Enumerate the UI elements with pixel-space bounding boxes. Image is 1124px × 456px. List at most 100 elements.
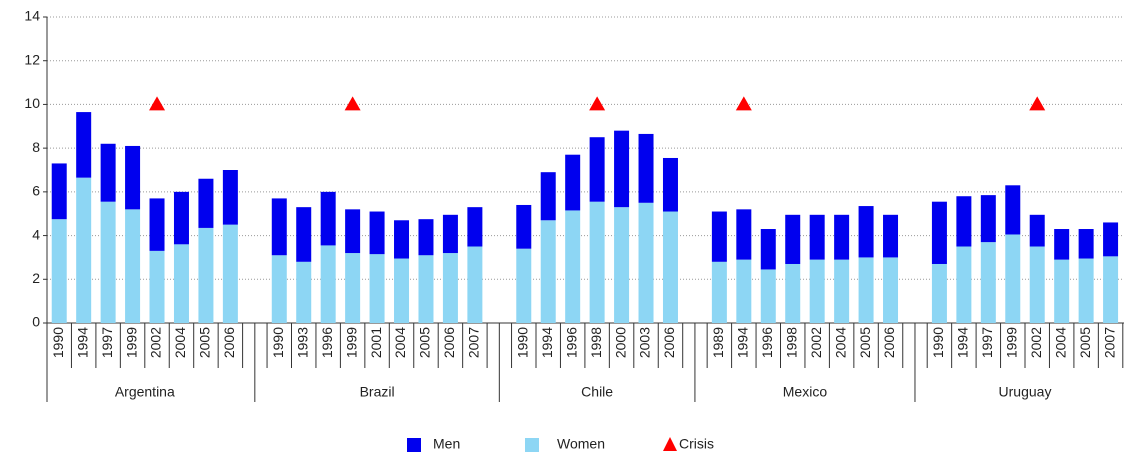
bar-segment xyxy=(565,210,581,323)
x-tick-label: 2004 xyxy=(392,327,408,358)
x-tick-label: 1990 xyxy=(930,327,946,358)
crisis-marker xyxy=(1029,96,1046,111)
bar-segment xyxy=(834,214,850,260)
x-tick-label: 1999 xyxy=(1003,327,1019,358)
x-tick-label: 2005 xyxy=(417,327,433,358)
x-tick-label: 2002 xyxy=(148,327,164,358)
x-tick-label: 1994 xyxy=(539,327,555,358)
x-tick-label: 1994 xyxy=(735,327,751,358)
bar-segment xyxy=(125,209,141,323)
bar-segment xyxy=(222,224,238,323)
x-tick-label: 2004 xyxy=(1052,327,1068,358)
x-tick-label: 1989 xyxy=(710,327,726,358)
legend-label: Crisis xyxy=(679,436,714,452)
x-tick-label: 2003 xyxy=(637,327,653,358)
bar-segment xyxy=(638,202,654,323)
y-tick-label: 6 xyxy=(32,183,40,199)
y-tick-label: 4 xyxy=(32,226,40,242)
bar-segment xyxy=(956,246,972,323)
bar-segment xyxy=(662,157,678,212)
x-tick-label: 1990 xyxy=(270,327,286,358)
group-label: Chile xyxy=(581,384,613,400)
bar-segment xyxy=(173,191,189,245)
x-tick-label: 1990 xyxy=(50,327,66,358)
bar-segment xyxy=(760,229,776,270)
group-label: Uruguay xyxy=(999,384,1052,400)
bar-segment xyxy=(589,137,605,202)
x-tick-label: 1994 xyxy=(74,327,90,358)
x-tick-label: 1999 xyxy=(123,327,139,358)
bar-segment xyxy=(1054,259,1070,323)
bar-segment xyxy=(980,242,996,323)
bar-segment xyxy=(442,214,458,254)
x-tick-label: 1996 xyxy=(563,327,579,358)
bar-segment xyxy=(369,211,385,255)
bar-segment xyxy=(1103,256,1119,323)
x-tick-label: 1997 xyxy=(979,327,995,358)
bar-segment xyxy=(76,177,92,323)
bar-segment xyxy=(100,143,116,202)
x-tick-label: 2005 xyxy=(197,327,213,358)
bar-segment xyxy=(320,245,336,323)
bar-segment xyxy=(736,259,752,323)
y-tick-label: 8 xyxy=(32,139,40,155)
bar-segment xyxy=(516,204,532,249)
crisis-marker xyxy=(344,96,361,111)
bar-segment xyxy=(149,198,165,251)
x-tick-label: 1998 xyxy=(588,327,604,358)
bar-segment xyxy=(394,220,410,259)
x-tick-label: 2004 xyxy=(172,327,188,358)
bar-segment xyxy=(565,154,581,211)
bar-segment xyxy=(638,133,654,203)
bar-segment xyxy=(834,259,850,323)
x-tick-label: 2006 xyxy=(441,327,457,358)
bar-segment xyxy=(1029,214,1045,247)
bar-segment xyxy=(418,255,434,323)
y-tick-label: 0 xyxy=(32,314,40,330)
x-tick-label: 2002 xyxy=(1028,327,1044,358)
bar-segment xyxy=(614,130,630,208)
legend-swatch xyxy=(407,438,421,452)
bar-segment xyxy=(1078,258,1094,323)
bar-segment xyxy=(345,209,361,254)
y-tick-label: 10 xyxy=(24,95,40,111)
bar-segment xyxy=(125,145,141,210)
x-tick-label: 2007 xyxy=(1101,327,1117,358)
y-tick-label: 12 xyxy=(24,51,40,67)
x-tick-label: 2004 xyxy=(832,327,848,358)
bar-segment xyxy=(589,201,605,323)
crisis-marker xyxy=(735,96,752,111)
bar-segment xyxy=(662,211,678,323)
bar-segment xyxy=(858,257,874,323)
bar-segment xyxy=(883,214,899,258)
x-tick-label: 2006 xyxy=(661,327,677,358)
x-tick-label: 1997 xyxy=(99,327,115,358)
bar-segment xyxy=(711,211,727,262)
x-tick-label: 1996 xyxy=(319,327,335,358)
bar-segment xyxy=(467,207,483,247)
bar-segment xyxy=(711,261,727,323)
bar-segment xyxy=(1054,229,1070,260)
bar-segment xyxy=(931,263,947,323)
bar-segment xyxy=(760,269,776,323)
bar-segment xyxy=(809,259,825,323)
bar-segment xyxy=(51,163,67,220)
x-tick-label: 2006 xyxy=(221,327,237,358)
x-tick-label: 1998 xyxy=(783,327,799,358)
x-tick-label: 1994 xyxy=(955,327,971,358)
bar-segment xyxy=(1005,234,1021,323)
bar-segment xyxy=(369,254,385,323)
group-label: Brazil xyxy=(360,384,395,400)
bar-segment xyxy=(956,196,972,247)
bar-segment xyxy=(100,201,116,323)
bar-segment xyxy=(540,172,556,221)
crisis-marker xyxy=(149,96,166,111)
bar-segment xyxy=(296,207,312,262)
bar-segment xyxy=(222,170,238,225)
x-tick-label: 2005 xyxy=(857,327,873,358)
bar-segment xyxy=(540,220,556,323)
bar-segment xyxy=(883,257,899,323)
bar-segment xyxy=(345,253,361,323)
bar-segment xyxy=(198,227,214,323)
